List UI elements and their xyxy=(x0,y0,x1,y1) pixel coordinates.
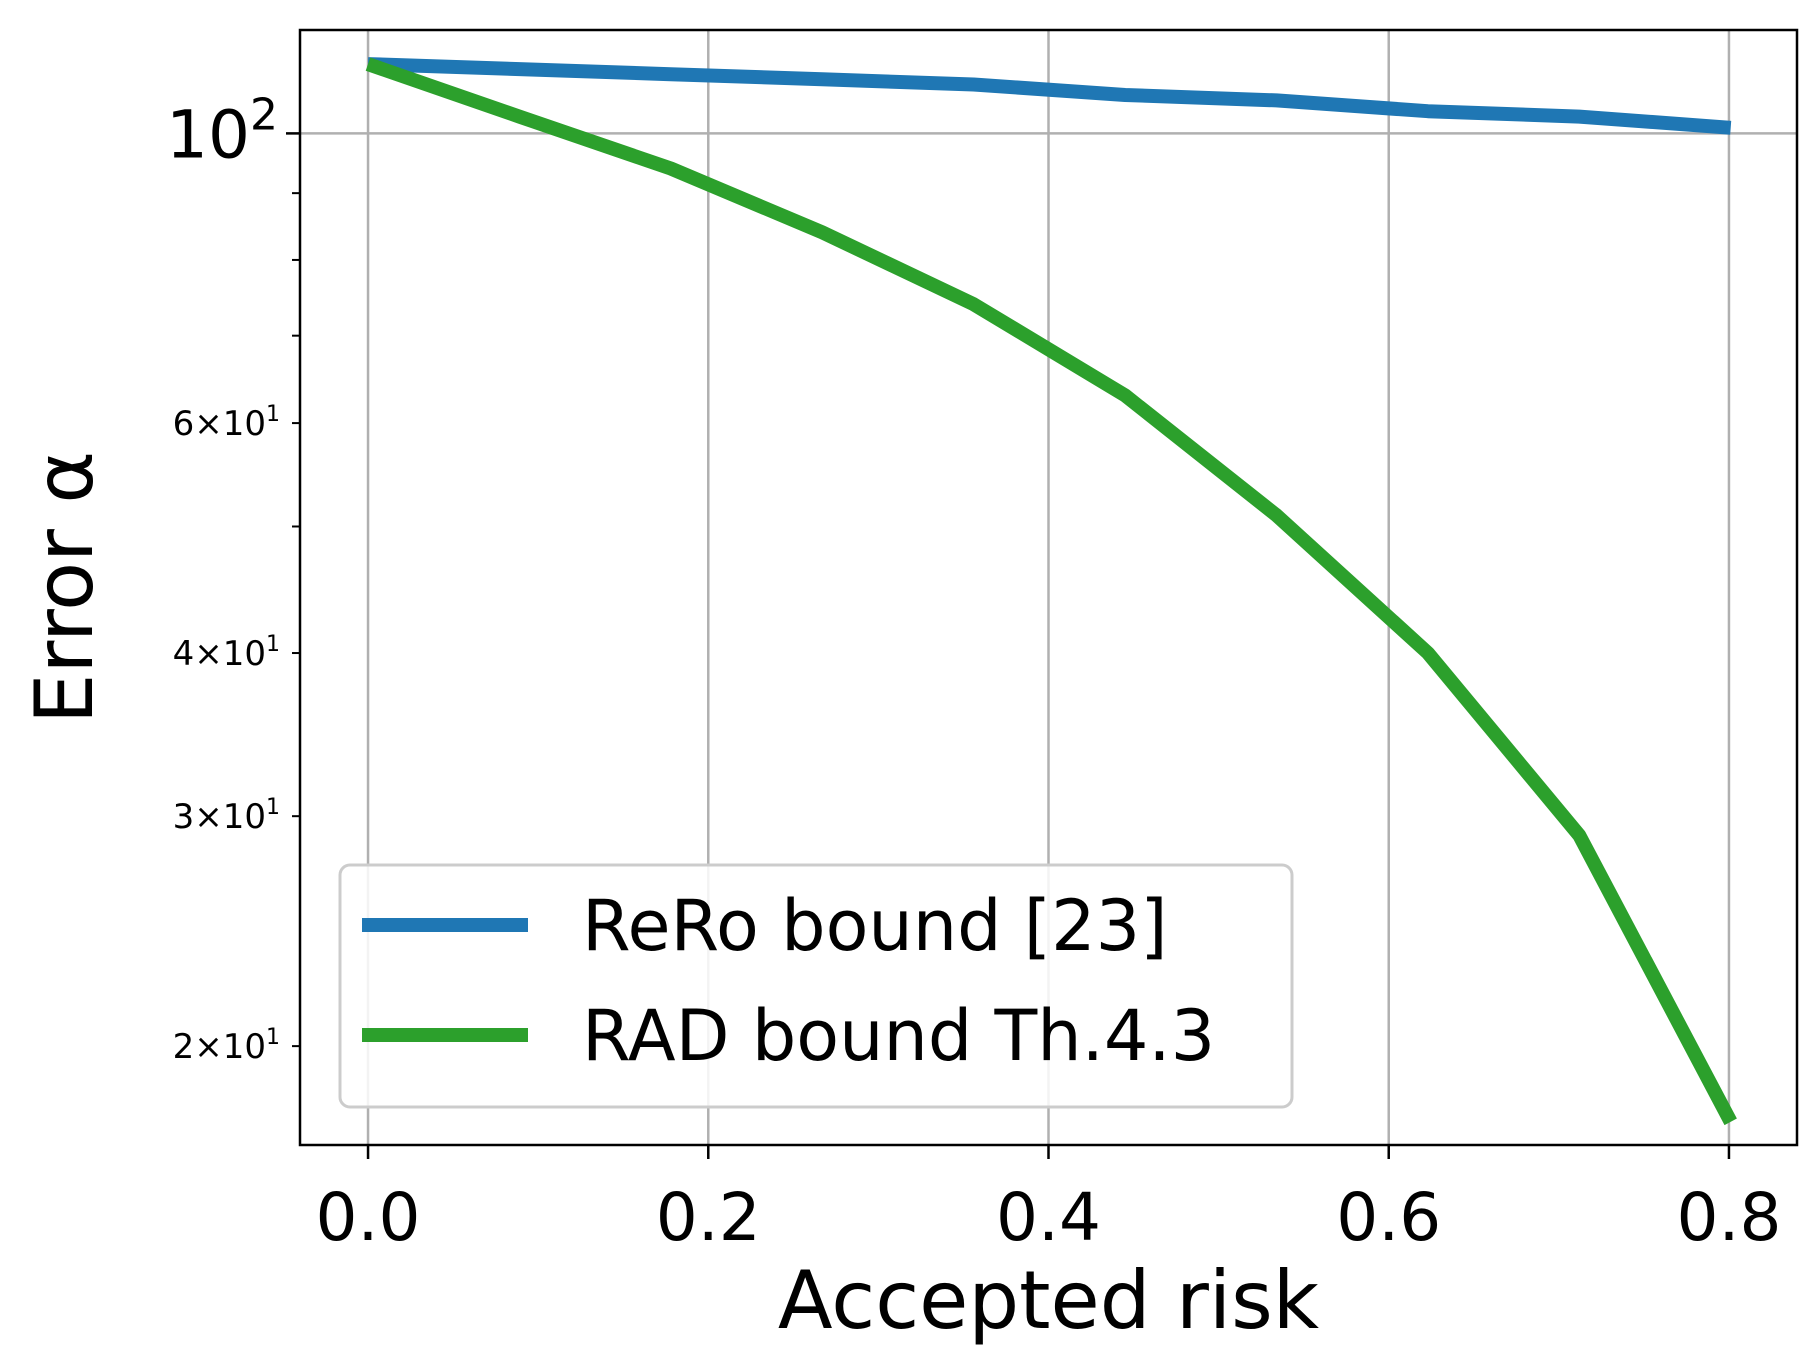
plot-frame xyxy=(298,28,1799,1147)
y-tick-times: × xyxy=(194,797,223,837)
legend-box xyxy=(338,863,1294,1109)
y-tick-exponent: 1 xyxy=(266,1025,280,1050)
y-tick-times: × xyxy=(194,634,223,674)
x-tick-label: 0.4 xyxy=(996,1179,1101,1256)
y-tick-exponent: 1 xyxy=(266,795,280,820)
y-tick-exponent: 1 xyxy=(266,632,280,657)
y-tick-base: 10 xyxy=(223,404,266,444)
y-tick-times: × xyxy=(194,404,223,444)
series-lines xyxy=(365,57,1737,1126)
x-tick-label: 0.8 xyxy=(1676,1179,1781,1256)
series-line-1 xyxy=(365,57,1737,1126)
x-tick-label: 0.6 xyxy=(1336,1179,1441,1256)
x-axis-label: Accepted risk xyxy=(778,1254,1320,1347)
y-tick-base: 10 xyxy=(166,96,250,173)
y-minor-tick-label: 6×101 xyxy=(173,402,280,444)
x-tick-label: 0.0 xyxy=(316,1179,421,1256)
legend-label-rad: RAD bound Th.4.3 xyxy=(582,995,1215,1077)
y-tick-mantissa: 2 xyxy=(173,1027,195,1067)
y-tick-base: 10 xyxy=(223,797,266,837)
legend: ReRo bound [23] RAD bound Th.4.3 xyxy=(338,863,1294,1109)
y-minor-tick-label: 2×101 xyxy=(173,1025,280,1067)
y-tick-mantissa: 4 xyxy=(173,634,195,674)
y-minor-tick-label: 3×101 xyxy=(173,795,280,837)
x-axis-ticks: 0.0 0.2 0.4 0.6 0.8 xyxy=(316,1145,1781,1256)
y-major-tick-label: 102 xyxy=(166,89,278,173)
y-tick-base: 10 xyxy=(223,1027,266,1067)
y-axis-label: Error α xyxy=(18,451,111,724)
y-minor-tick-label: 4×101 xyxy=(173,632,280,674)
legend-label-rero: ReRo bound [23] xyxy=(582,885,1168,967)
y-tick-times: × xyxy=(194,1027,223,1067)
y-tick-mantissa: 6 xyxy=(173,404,195,444)
y-tick-exponent: 2 xyxy=(250,89,278,140)
y-tick-base: 10 xyxy=(223,634,266,674)
x-tick-label: 0.2 xyxy=(656,1179,761,1256)
series-line-0 xyxy=(367,57,1732,135)
y-tick-mantissa: 3 xyxy=(173,797,195,837)
y-tick-exponent: 1 xyxy=(266,402,280,427)
